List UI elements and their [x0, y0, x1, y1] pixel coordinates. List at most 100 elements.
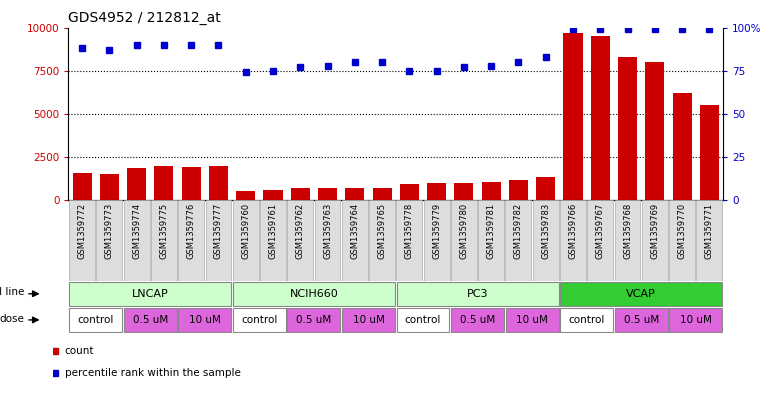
FancyBboxPatch shape [560, 308, 613, 332]
Text: GSM1359781: GSM1359781 [487, 203, 495, 259]
Text: 0.5 uM: 0.5 uM [623, 315, 659, 325]
FancyBboxPatch shape [396, 308, 450, 332]
Text: GSM1359768: GSM1359768 [623, 203, 632, 259]
Bar [700, 105, 719, 200]
FancyBboxPatch shape [178, 308, 231, 332]
Text: PC3: PC3 [466, 289, 489, 299]
Bar [127, 167, 146, 200]
Bar [318, 188, 337, 200]
Text: percentile rank within the sample: percentile rank within the sample [65, 367, 240, 378]
Bar [482, 182, 501, 200]
Bar [209, 166, 228, 200]
Bar [263, 190, 282, 200]
Text: GSM1359762: GSM1359762 [296, 203, 304, 259]
FancyBboxPatch shape [124, 308, 177, 332]
FancyBboxPatch shape [560, 200, 586, 281]
FancyBboxPatch shape [178, 200, 204, 281]
Text: GSM1359765: GSM1359765 [377, 203, 387, 259]
Text: GSM1359778: GSM1359778 [405, 203, 414, 259]
Text: NCIH660: NCIH660 [289, 289, 339, 299]
FancyBboxPatch shape [587, 200, 613, 281]
Bar [100, 174, 119, 200]
Bar [345, 188, 365, 200]
Bar [291, 188, 310, 200]
FancyBboxPatch shape [288, 308, 340, 332]
Text: GSM1359775: GSM1359775 [160, 203, 168, 259]
Text: GSM1359779: GSM1359779 [432, 203, 441, 259]
Text: GSM1359763: GSM1359763 [323, 203, 332, 259]
Bar [673, 93, 692, 200]
Bar [427, 183, 446, 200]
Text: GSM1359760: GSM1359760 [241, 203, 250, 259]
Text: control: control [241, 315, 278, 325]
Bar [454, 183, 473, 200]
FancyBboxPatch shape [669, 200, 695, 281]
FancyBboxPatch shape [642, 200, 667, 281]
Text: 10 uM: 10 uM [516, 315, 548, 325]
Text: control: control [405, 315, 441, 325]
Bar [618, 57, 637, 200]
FancyBboxPatch shape [396, 282, 559, 305]
Text: VCAP: VCAP [626, 289, 656, 299]
FancyBboxPatch shape [451, 200, 477, 281]
FancyBboxPatch shape [69, 200, 95, 281]
Text: GSM1359773: GSM1359773 [105, 203, 114, 259]
Text: 0.5 uM: 0.5 uM [132, 315, 168, 325]
FancyBboxPatch shape [97, 200, 123, 281]
FancyBboxPatch shape [560, 282, 722, 305]
FancyBboxPatch shape [342, 200, 368, 281]
FancyBboxPatch shape [505, 308, 559, 332]
Text: GSM1359783: GSM1359783 [541, 203, 550, 259]
Text: GSM1359764: GSM1359764 [350, 203, 359, 259]
Bar [400, 184, 419, 200]
Bar [591, 36, 610, 200]
Bar [537, 177, 556, 200]
Bar [154, 166, 174, 200]
Text: count: count [65, 346, 94, 356]
FancyBboxPatch shape [205, 200, 231, 281]
Text: 0.5 uM: 0.5 uM [460, 315, 495, 325]
FancyBboxPatch shape [342, 308, 395, 332]
Text: 10 uM: 10 uM [352, 315, 384, 325]
Text: dose: dose [0, 314, 24, 323]
FancyBboxPatch shape [669, 308, 722, 332]
FancyBboxPatch shape [260, 200, 286, 281]
FancyBboxPatch shape [478, 200, 504, 281]
FancyBboxPatch shape [288, 200, 314, 281]
Bar [373, 188, 392, 200]
Bar [509, 180, 528, 200]
FancyBboxPatch shape [233, 282, 395, 305]
Text: GSM1359770: GSM1359770 [677, 203, 686, 259]
Text: GSM1359780: GSM1359780 [460, 203, 468, 259]
FancyBboxPatch shape [369, 200, 395, 281]
Text: cell line: cell line [0, 288, 24, 298]
Text: GSM1359766: GSM1359766 [568, 203, 578, 259]
Text: 10 uM: 10 uM [680, 315, 712, 325]
FancyBboxPatch shape [233, 200, 259, 281]
Text: GSM1359769: GSM1359769 [651, 203, 659, 259]
Text: GSM1359776: GSM1359776 [186, 203, 196, 259]
FancyBboxPatch shape [451, 308, 504, 332]
FancyBboxPatch shape [615, 200, 641, 281]
Text: GSM1359777: GSM1359777 [214, 203, 223, 259]
FancyBboxPatch shape [124, 200, 150, 281]
Text: GSM1359761: GSM1359761 [269, 203, 278, 259]
Text: 10 uM: 10 uM [189, 315, 221, 325]
Bar [563, 33, 582, 200]
Bar [645, 62, 664, 200]
FancyBboxPatch shape [505, 200, 531, 281]
Text: control: control [78, 315, 114, 325]
Text: control: control [568, 315, 605, 325]
FancyBboxPatch shape [615, 308, 667, 332]
FancyBboxPatch shape [696, 200, 722, 281]
Bar [236, 191, 255, 200]
Text: GSM1359771: GSM1359771 [705, 203, 714, 259]
Text: GDS4952 / 212812_at: GDS4952 / 212812_at [68, 11, 221, 25]
Bar [182, 167, 201, 200]
Text: GSM1359782: GSM1359782 [514, 203, 523, 259]
FancyBboxPatch shape [151, 200, 177, 281]
FancyBboxPatch shape [396, 200, 422, 281]
Bar [72, 173, 91, 200]
Text: GSM1359767: GSM1359767 [596, 203, 605, 259]
FancyBboxPatch shape [69, 308, 123, 332]
